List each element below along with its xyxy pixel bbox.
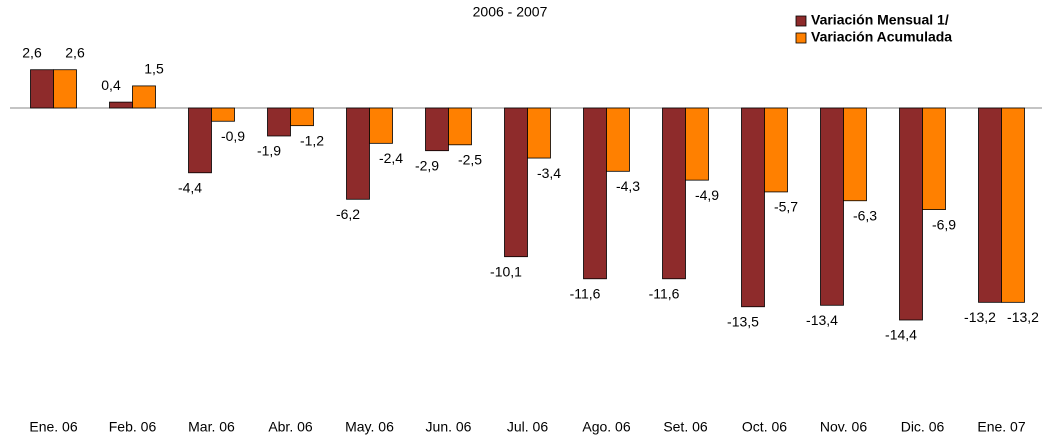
bar bbox=[267, 107, 291, 137]
bar bbox=[211, 107, 235, 122]
data-label: -6,2 bbox=[336, 206, 360, 222]
bar bbox=[109, 101, 133, 109]
bar bbox=[741, 107, 765, 308]
data-label: -13,2 bbox=[964, 309, 996, 325]
chart-title: 2006 - 2007 bbox=[473, 4, 548, 20]
data-label: -2,9 bbox=[415, 157, 439, 173]
data-label: -2,4 bbox=[379, 150, 403, 166]
x-tick-label: Set. 06 bbox=[663, 419, 708, 435]
bar bbox=[606, 107, 630, 172]
bar bbox=[369, 107, 393, 144]
legend-label: Variación Acumulada bbox=[811, 29, 952, 45]
data-label: 1,5 bbox=[144, 61, 164, 77]
bar bbox=[30, 69, 54, 109]
data-label: -11,6 bbox=[570, 285, 601, 301]
x-tick-label: Ene. 07 bbox=[977, 419, 1025, 435]
data-label: 2,6 bbox=[65, 44, 85, 60]
x-tick-label: Dic. 06 bbox=[901, 419, 945, 435]
bar bbox=[899, 107, 923, 321]
data-label: -2,5 bbox=[458, 152, 482, 168]
bar bbox=[132, 85, 156, 109]
bar bbox=[922, 107, 946, 210]
data-label: -0,9 bbox=[221, 128, 245, 144]
bar bbox=[290, 107, 314, 127]
bar bbox=[978, 107, 1002, 303]
x-tick-label: Feb. 06 bbox=[109, 419, 157, 435]
bar bbox=[448, 107, 472, 146]
bar bbox=[820, 107, 844, 306]
data-label: -5,7 bbox=[774, 199, 798, 215]
x-tick-label: Ene. 06 bbox=[29, 419, 77, 435]
bar bbox=[583, 107, 607, 280]
x-tick-label: Abr. 06 bbox=[268, 419, 313, 435]
data-label: -4,3 bbox=[616, 178, 640, 194]
bar bbox=[188, 107, 212, 174]
legend-swatch bbox=[795, 15, 807, 27]
x-tick-label: Jul. 06 bbox=[507, 419, 548, 435]
data-label: -10,1 bbox=[490, 263, 522, 279]
data-label: 2,6 bbox=[22, 44, 42, 60]
data-label: -14,4 bbox=[885, 327, 917, 343]
bar bbox=[843, 107, 867, 202]
bar bbox=[764, 107, 788, 193]
bar bbox=[504, 107, 528, 258]
data-label: -6,3 bbox=[853, 207, 877, 223]
data-label: -11,6 bbox=[649, 285, 680, 301]
data-label: -1,9 bbox=[257, 143, 281, 159]
data-label: -3,4 bbox=[537, 165, 561, 181]
data-label: -13,5 bbox=[727, 313, 759, 329]
legend-swatch bbox=[795, 32, 807, 44]
data-label: -13,4 bbox=[806, 312, 838, 328]
data-label: -4,4 bbox=[178, 179, 202, 195]
x-tick-label: Mar. 06 bbox=[188, 419, 235, 435]
data-label: 0,4 bbox=[101, 77, 121, 93]
data-label: -4,9 bbox=[695, 187, 719, 203]
bar bbox=[662, 107, 686, 280]
bar bbox=[527, 107, 551, 159]
data-label: -13,2 bbox=[1007, 309, 1039, 325]
data-label: -6,9 bbox=[932, 216, 956, 232]
x-tick-label: Oct. 06 bbox=[742, 419, 787, 435]
bar bbox=[53, 69, 77, 109]
x-tick-label: Jun. 06 bbox=[426, 419, 472, 435]
x-tick-label: Nov. 06 bbox=[820, 419, 867, 435]
bar bbox=[1001, 107, 1025, 303]
bar bbox=[685, 107, 709, 181]
legend-label: Variación Mensual 1/ bbox=[811, 12, 949, 28]
x-tick-label: May. 06 bbox=[345, 419, 394, 435]
bar bbox=[346, 107, 370, 200]
bar bbox=[425, 107, 449, 152]
x-tick-label: Ago. 06 bbox=[582, 419, 630, 435]
data-label: -1,2 bbox=[300, 132, 324, 148]
